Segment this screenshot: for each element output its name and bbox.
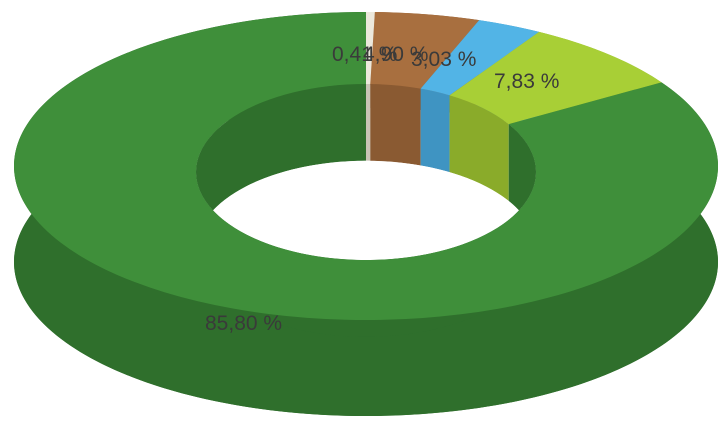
slice-top-2 <box>420 20 540 96</box>
slice-top-4 <box>14 12 718 320</box>
slice-label-0: 0,41 % <box>332 43 397 66</box>
slice-inner-wall-2 <box>420 88 450 173</box>
slice-inner-wall-0 <box>366 84 371 161</box>
donut-top-faces <box>14 12 718 320</box>
slice-label-2: 3,03 % <box>411 48 476 71</box>
slice-inner-wall-3 <box>449 95 509 201</box>
slice-top-3 <box>449 31 662 125</box>
slice-label-1: 4,90 % <box>363 43 428 66</box>
slice-label-4: 85,80 % <box>205 312 282 335</box>
slice-label-3: 7,83 % <box>494 70 559 93</box>
slice-top-0 <box>366 12 375 85</box>
slice-inner-wall-1 <box>370 84 421 166</box>
donut-hole <box>196 160 536 260</box>
slice-labels: 0,41 % 4,90 % 3,03 % 7,83 % 85,80 % <box>205 43 559 335</box>
slice-top-1 <box>370 12 480 89</box>
